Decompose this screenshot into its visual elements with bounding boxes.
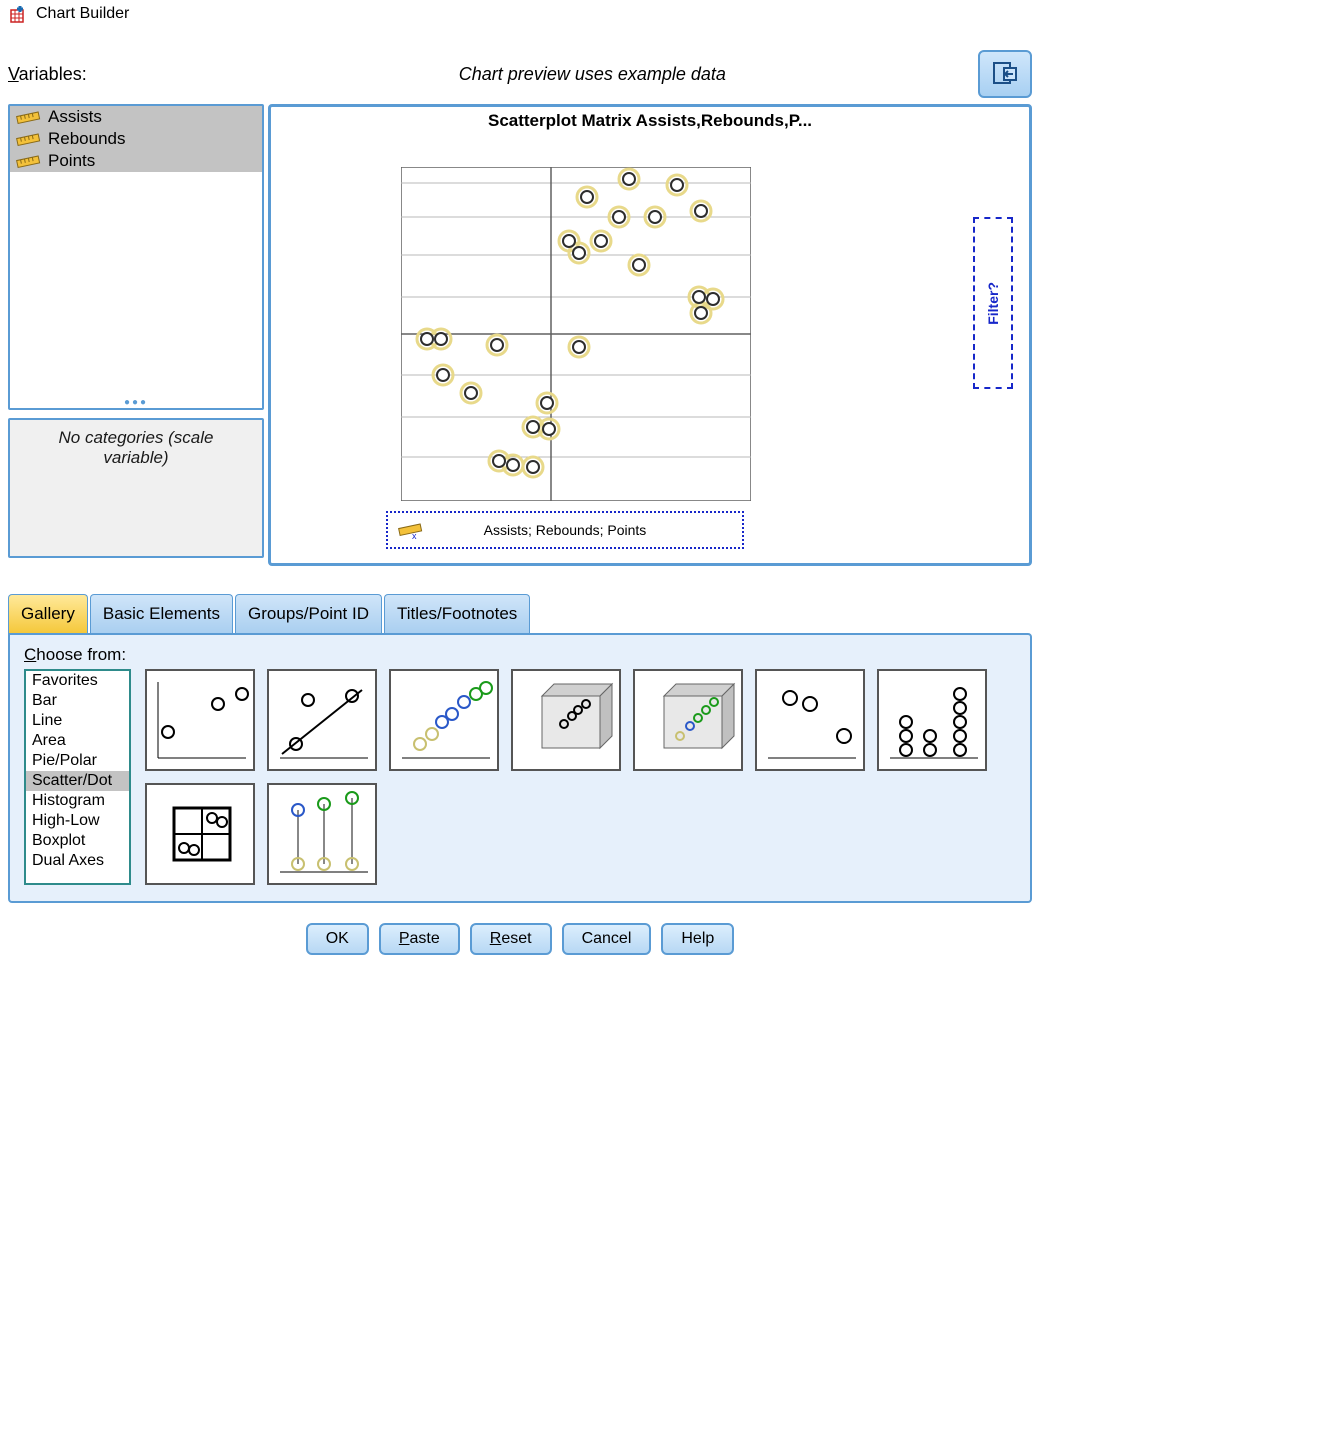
thumb-simple-dot[interactable] (755, 669, 865, 771)
tab-titles-footnotes[interactable]: Titles/Footnotes (384, 594, 530, 633)
preview-note: Chart preview uses example data (207, 64, 978, 85)
list-item[interactable]: Assists (10, 106, 262, 128)
tab-gallery[interactable]: Gallery (8, 594, 88, 633)
thumb-3d-scatter[interactable] (511, 669, 621, 771)
paste-button[interactable]: Paste (379, 923, 460, 955)
thumb-dotplot[interactable] (877, 669, 987, 771)
chart-type-item[interactable]: Pie/Polar (26, 751, 129, 771)
panel-collapse-icon (991, 60, 1019, 88)
categories-box: No categories (scale variable) (8, 418, 264, 558)
app-icon (10, 4, 30, 24)
ok-button[interactable]: OK (306, 923, 369, 955)
resize-grip[interactable]: ●●● (124, 397, 148, 408)
help-button[interactable]: Help (661, 923, 734, 955)
footer-buttons: OK Paste Reset Cancel Help (8, 923, 1032, 955)
gallery-panel: Choose from: FavoritesBarLineAreaPie/Pol… (8, 633, 1032, 903)
thumb-drop-line[interactable] (267, 783, 377, 885)
chart-type-item[interactable]: Dual Axes (26, 851, 129, 871)
axis-label: Assists; Rebounds; Points (484, 522, 647, 538)
choose-from-label: Choose from: (24, 645, 1016, 665)
list-item-label: Points (48, 151, 95, 171)
list-item-label: Rebounds (48, 129, 126, 149)
axis-dropzone[interactable]: x Assists; Rebounds; Points (386, 511, 744, 549)
ruler-icon (16, 131, 42, 147)
chart-type-item[interactable]: Line (26, 711, 129, 731)
thumb-3d-grouped-scatter[interactable] (633, 669, 743, 771)
scatter-preview (401, 167, 751, 501)
no-categories-label: No categories (scale variable) (24, 428, 248, 468)
chart-type-item[interactable]: Histogram (26, 791, 129, 811)
reset-button[interactable]: Reset (470, 923, 552, 955)
chart-type-item[interactable]: Area (26, 731, 129, 751)
list-item-label: Assists (48, 107, 102, 127)
thumb-scatter-fit[interactable] (267, 669, 377, 771)
toggle-panel-button[interactable] (978, 50, 1032, 98)
filter-dropzone[interactable]: Filter? (973, 217, 1013, 389)
ruler-icon: x (398, 519, 424, 541)
variables-label: Variables: (8, 64, 87, 85)
chart-type-item[interactable]: Favorites (26, 671, 129, 691)
list-item[interactable]: Points (10, 150, 262, 172)
thumb-grouped-scatter[interactable] (389, 669, 499, 771)
cancel-button[interactable]: Cancel (562, 923, 652, 955)
ruler-icon (16, 153, 42, 169)
chart-type-item[interactable]: Bar (26, 691, 129, 711)
list-item[interactable]: Rebounds (10, 128, 262, 150)
window-title: Chart Builder (36, 5, 129, 23)
variables-listbox[interactable]: Assists Rebounds Points ●●● (8, 104, 264, 410)
gallery-thumbnails (145, 669, 1016, 885)
chart-type-item[interactable]: Scatter/Dot (26, 771, 129, 791)
filter-label: Filter? (985, 282, 1001, 325)
tab-bar: Gallery Basic Elements Groups/Point ID T… (8, 594, 1032, 633)
tab-basic-elements[interactable]: Basic Elements (90, 594, 233, 633)
thumb-simple-scatter[interactable] (145, 669, 255, 771)
ruler-icon (16, 109, 42, 125)
chart-type-list[interactable]: FavoritesBarLineAreaPie/PolarScatter/Dot… (24, 669, 131, 885)
tab-groups-point-id[interactable]: Groups/Point ID (235, 594, 382, 633)
chart-type-item[interactable]: High-Low (26, 811, 129, 831)
thumb-scatter-matrix[interactable] (145, 783, 255, 885)
svg-text:x: x (412, 531, 417, 541)
chart-type-item[interactable]: Boxplot (26, 831, 129, 851)
chart-preview-canvas[interactable]: Scatterplot Matrix Assists,Rebounds,P...… (268, 104, 1032, 566)
chart-title: Scatterplot Matrix Assists,Rebounds,P... (271, 111, 1029, 131)
window-titlebar: Chart Builder (8, 0, 1032, 28)
